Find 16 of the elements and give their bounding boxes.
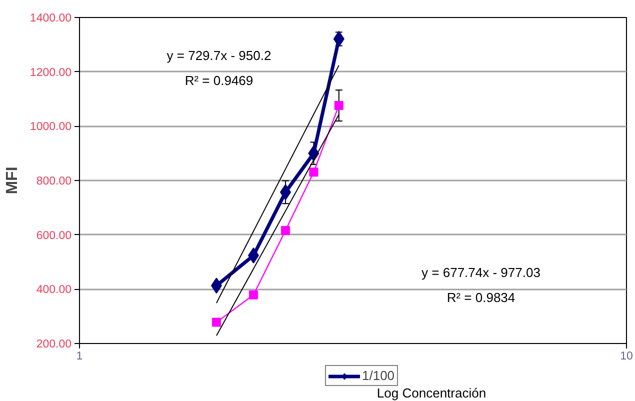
- x-tick-label: 10: [620, 350, 633, 362]
- x-axis-title: Log Concentración: [376, 386, 486, 400]
- annotation: y = 729.7x - 950.2: [166, 48, 272, 64]
- annotation: R² = 0.9834: [446, 290, 516, 306]
- y-axis-title: MFI: [4, 166, 21, 194]
- y-tick-label: 800.00: [36, 176, 72, 188]
- annotation: y = 677.74x - 977.03: [422, 264, 540, 280]
- y-tick-label: 400.00: [36, 284, 72, 296]
- y-tick-label: 600.00: [36, 230, 72, 242]
- y-tick-label: 1400.00: [30, 12, 72, 24]
- y-tick-label: 1000.00: [30, 121, 72, 134]
- annotation: R² = 0.9469: [184, 72, 254, 88]
- y-tick-label: 200.00: [36, 338, 72, 350]
- x-tick-label: 1: [76, 350, 83, 362]
- y-tick-label: 1200.00: [30, 66, 72, 79]
- legend-label: 1/100: [362, 368, 395, 383]
